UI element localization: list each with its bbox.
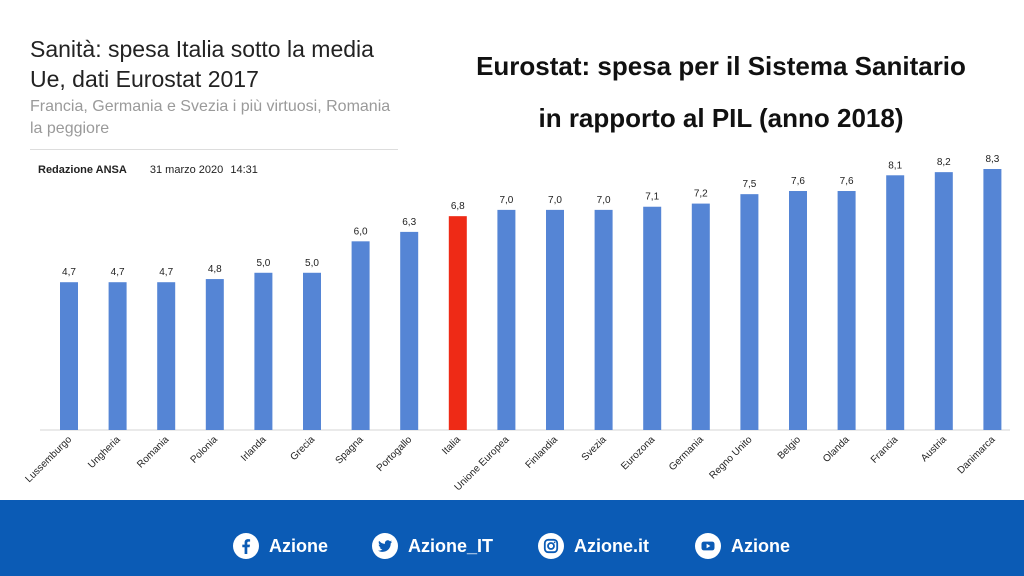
facebook-label: Azione [269,535,329,556]
bar-danimarca [983,169,1002,430]
category-label: Portogallo [375,434,415,474]
footer-bar: Azione Azione_IT Azione.it Azione [0,500,1024,576]
news-subtitle: Francia, Germania e Svezia i più virtuos… [30,98,391,137]
category-label: Ungheria [86,434,123,471]
data-label: 6,8 [451,201,465,212]
category-label: Finlandia [524,434,561,471]
divider [30,149,398,150]
bar-lussemburgo [60,282,78,430]
data-label: 5,0 [305,258,319,269]
youtube-icon [695,533,721,559]
news-headline: Sanità: spesa Italia sotto la media Ue, … [30,36,374,92]
category-label: Lussemburgo [23,434,74,485]
data-label: 7,1 [645,192,659,203]
bar-italia [448,216,467,430]
category-label: Francia [869,434,901,466]
data-label: 7,5 [742,179,756,190]
facebook-link[interactable]: Azione [233,531,328,561]
data-label: 8,2 [937,157,951,168]
bar-romania [157,282,176,430]
category-label: Germania [667,434,706,473]
chart-title: Eurostat: spesa per il Sistema Sanitario… [405,40,1024,144]
instagram-label: Azione.it [574,535,649,556]
category-label: Romania [135,434,171,470]
data-label: 8,1 [888,160,902,171]
twitter-link[interactable]: Azione_IT [372,531,493,561]
instagram-link[interactable]: Azione.it [538,531,649,561]
data-label: 7,6 [840,176,854,187]
bar-grecia [303,272,321,430]
youtube-label: Azione [731,535,791,556]
data-label: 6,0 [354,226,368,237]
category-label: Belgio [776,434,804,462]
bar-finlandia [546,209,564,430]
category-label: Austria [919,434,949,464]
bar-unione-europea [497,209,516,430]
category-label: Svezia [580,434,609,463]
category-label: Irlanda [239,434,269,464]
bar-svezia [594,209,613,430]
byline: Redazione ANSA 31 marzo 2020 14:31 [38,164,258,176]
data-label: 7,0 [548,195,562,206]
instagram-icon [538,533,564,559]
data-label: 4,7 [159,267,173,278]
chart-title-line-1: Eurostat: spesa per il Sistema Sanitario [476,51,966,81]
bar-polonia [205,279,224,430]
category-label: Grecia [289,434,318,463]
bar-ungheria [108,282,127,430]
data-label: 7,0 [499,195,513,206]
data-label: 4,8 [208,264,222,275]
category-label: Polonia [189,434,221,466]
bar-spagna [351,241,370,430]
bar-irlanda [254,272,273,430]
data-label: 7,6 [791,176,805,187]
data-label: 7,2 [694,189,708,200]
category-label: Danimarca [956,434,998,476]
category-label: Olanda [821,434,852,465]
category-label: Italia [440,434,463,457]
author: Redazione ANSA [38,164,127,176]
data-label: 7,0 [597,195,611,206]
category-label: Eurozona [619,434,657,472]
youtube-link[interactable]: Azione [695,531,790,561]
bar-portogallo [400,231,419,430]
bar-austria [934,172,953,430]
data-label: 6,3 [402,217,416,228]
data-label: 4,7 [62,267,76,278]
category-label: Regno Unito [707,434,754,481]
category-label: Spagna [334,434,366,466]
facebook-icon [233,533,259,559]
bar-eurozona [643,206,662,430]
twitter-icon [372,533,398,559]
data-label: 5,0 [256,258,270,269]
twitter-label: Azione_IT [408,535,494,556]
data-label: 4,7 [111,267,125,278]
bar-belgio [789,191,807,430]
bar-regno-unito [740,194,759,430]
bar-chart: 4,7 Lussemburgo 4,7 Ungheria 4,7 Romania 4,8 Po… [23,154,1010,493]
bar-francia [886,175,905,430]
chart-title-line-2: in rapporto al PIL (anno 2018) [538,103,904,133]
data-label: 8,3 [985,154,999,165]
publish-date: 31 marzo 2020 [149,164,224,176]
publish-time: 14:31 [230,164,258,176]
bar-olanda [837,191,856,430]
bar-germania [691,203,710,430]
